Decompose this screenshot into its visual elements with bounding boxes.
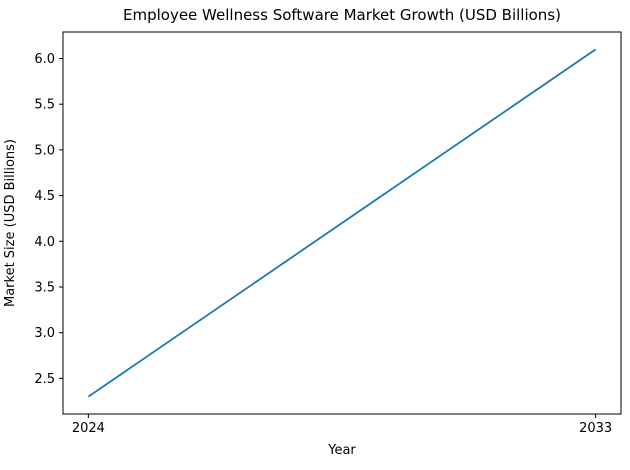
x-axis-label: Year xyxy=(328,443,356,458)
y-tick-label: 3.5 xyxy=(34,280,55,295)
y-tick-label: 4.0 xyxy=(34,235,55,250)
y-tick-label: 5.0 xyxy=(34,143,55,158)
y-tick-label: 3.0 xyxy=(34,326,55,341)
line-market-size xyxy=(87,48,597,398)
y-tick-label: 2.5 xyxy=(34,372,55,387)
axes-frame xyxy=(62,31,622,415)
y-tick-label: 5.5 xyxy=(34,98,55,113)
chart-title: Employee Wellness Software Market Growth… xyxy=(123,6,561,24)
x-tick-label: 2033 xyxy=(579,421,612,436)
y-tick-label: 4.5 xyxy=(34,189,55,204)
y-tick-label: 6.0 xyxy=(34,52,55,67)
y-axis-label: Market Size (USD Billions) xyxy=(3,138,18,308)
x-tick-label: 2024 xyxy=(72,421,105,436)
